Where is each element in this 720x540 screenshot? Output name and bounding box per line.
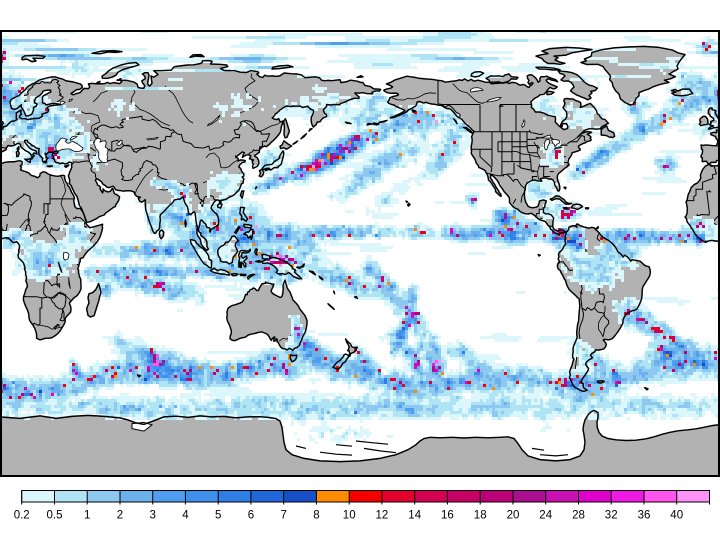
svg-text:14: 14 <box>408 510 421 522</box>
svg-text:3: 3 <box>149 510 155 522</box>
svg-text:1: 1 <box>84 510 90 522</box>
svg-text:6: 6 <box>248 510 254 522</box>
svg-text:16: 16 <box>441 510 454 522</box>
svg-text:2: 2 <box>117 510 123 522</box>
svg-text:5: 5 <box>215 510 221 522</box>
svg-text:0.5: 0.5 <box>47 510 63 522</box>
svg-text:20: 20 <box>507 510 520 522</box>
svg-text:4: 4 <box>182 510 189 522</box>
svg-text:28: 28 <box>572 510 585 522</box>
svg-text:0.2: 0.2 <box>14 510 30 522</box>
svg-text:8: 8 <box>313 510 319 522</box>
svg-text:40: 40 <box>670 510 683 522</box>
svg-text:24: 24 <box>539 510 552 522</box>
svg-text:10: 10 <box>343 510 356 522</box>
svg-text:7: 7 <box>280 510 286 522</box>
svg-text:32: 32 <box>605 510 618 522</box>
svg-text:18: 18 <box>474 510 487 522</box>
svg-text:12: 12 <box>376 510 389 522</box>
svg-text:36: 36 <box>638 510 651 522</box>
